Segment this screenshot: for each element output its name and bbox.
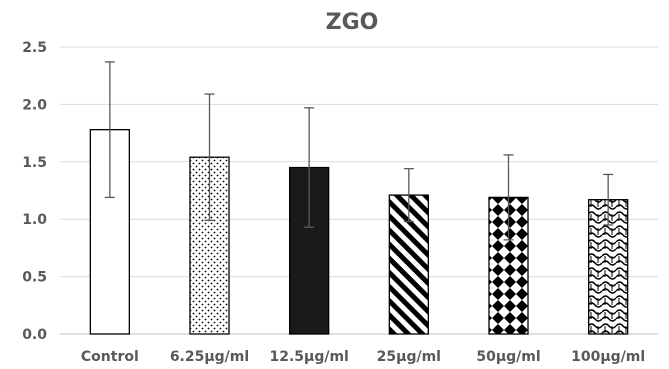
x-category-label: 50μg/ml (476, 349, 540, 365)
error-bar (304, 107, 315, 228)
chart-title: ZGO (326, 10, 379, 35)
error-bar (204, 93, 215, 221)
y-tick-label: 1.0 (22, 212, 47, 228)
y-tick-label: 0.5 (22, 270, 47, 286)
x-axis-labels: Control 6.25μg/ml 12.5μg/ml 25μg/ml 50μg/ml 1… (81, 349, 645, 365)
y-tick-label: 0.0 (22, 327, 47, 343)
error-bar (403, 168, 414, 223)
bars (89, 129, 629, 335)
x-category-label: 25μg/ml (377, 349, 441, 365)
y-axis-ticks: 0.0 0.5 1.0 1.5 2.0 2.5 (22, 40, 47, 343)
x-category-label: 100μg/ml (571, 349, 645, 365)
x-category-label: 12.5μg/ml (269, 349, 348, 365)
y-tick-label: 1.5 (22, 155, 47, 171)
x-category-label: Control (81, 349, 139, 365)
error-bar (104, 61, 115, 199)
error-bars (104, 61, 614, 241)
x-category-label: 6.25μg/ml (170, 349, 249, 365)
y-tick-label: 2.0 (22, 97, 47, 113)
gridlines (60, 46, 658, 335)
error-bar (503, 154, 514, 241)
y-tick-label: 2.5 (22, 40, 47, 56)
error-bar (603, 173, 614, 226)
